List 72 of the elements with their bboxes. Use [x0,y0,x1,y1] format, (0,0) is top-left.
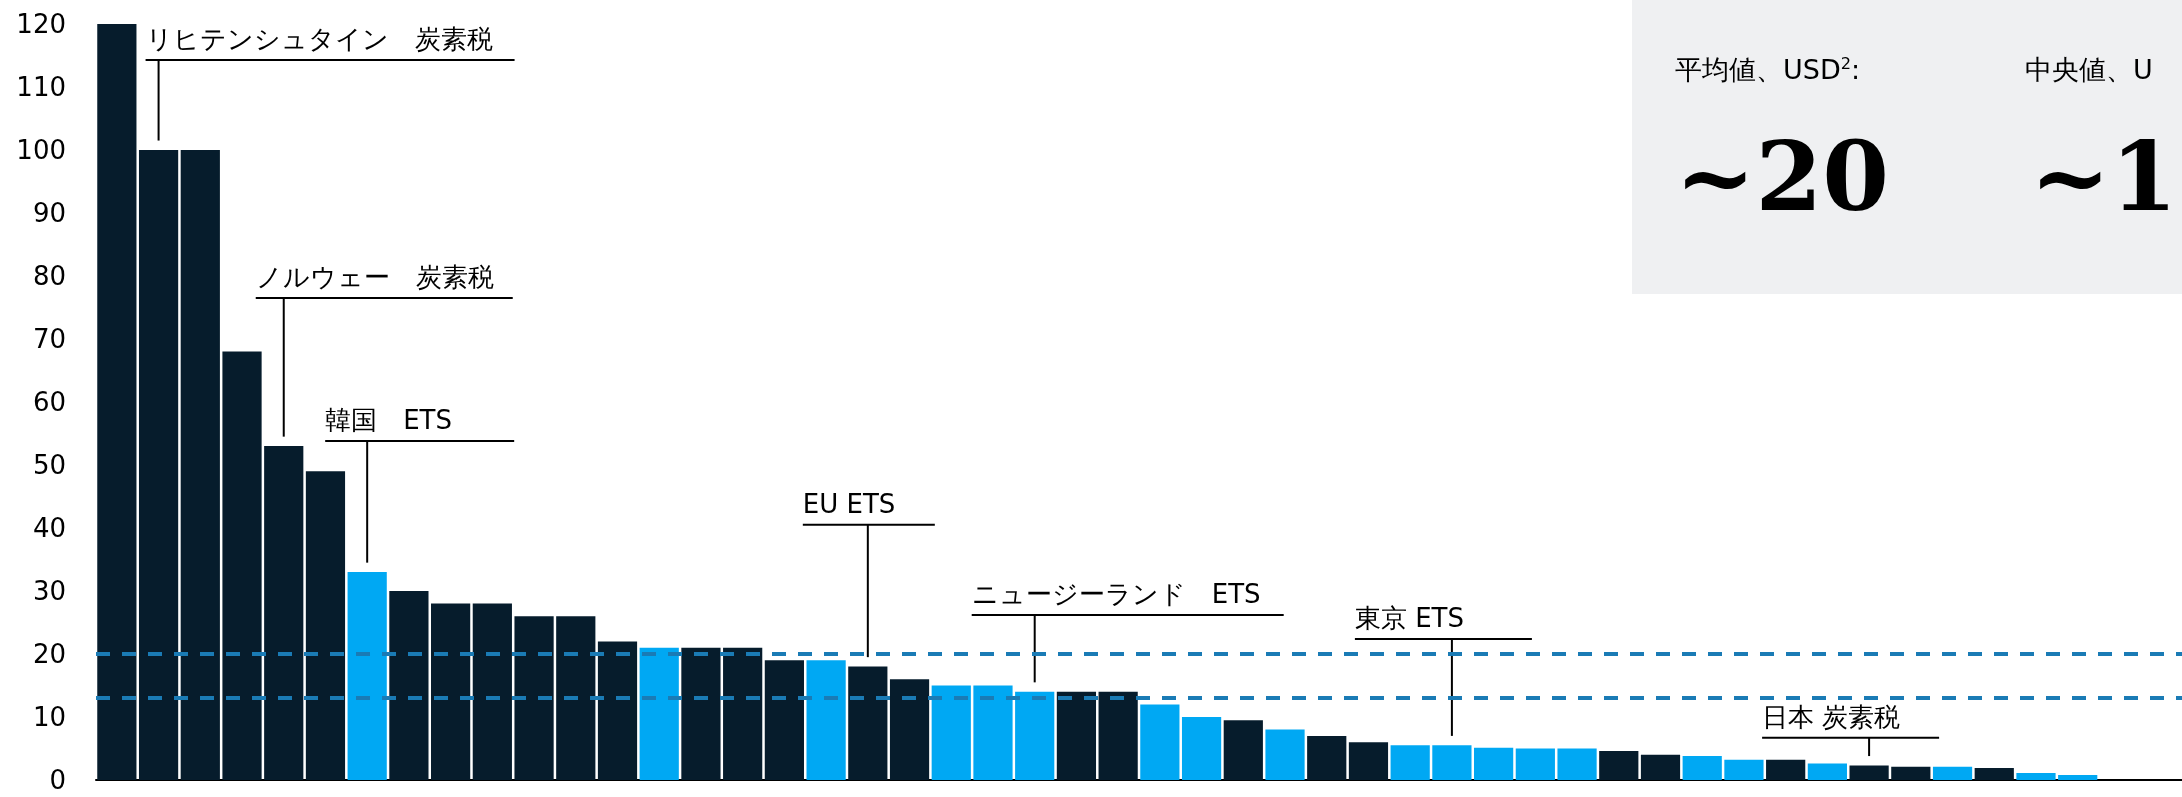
bar [389,591,429,780]
bar [889,679,930,780]
y-tick-label: 30 [32,576,66,606]
bar [1932,766,1973,780]
bar [723,647,763,780]
bar [2016,773,2056,780]
bar [222,351,262,780]
annotation: ~20 [1675,120,1890,233]
bar [1265,729,1305,780]
annotation: 平均値、USD$^{2}$: [1675,53,1861,87]
annotation: リヒテンシュタイン 炭素税 [145,23,493,54]
annotation: 日本 炭素税 [1762,701,1901,732]
bar [1724,759,1764,780]
bar [138,150,179,780]
bar [1640,754,1681,780]
bar [639,647,679,780]
bar [1849,765,1889,780]
y-tick-label: 110 [16,72,66,102]
bar [1515,748,1555,780]
bar [305,471,346,780]
bar [264,446,304,780]
bar [1474,747,1514,780]
bar [1432,745,1472,780]
y-tick-label: 40 [32,513,66,543]
annotation: ニュージーランド ETS [971,578,1261,609]
annotation: 韓国 ETS [325,405,453,436]
bar [1181,717,1222,780]
bar [1557,748,1597,780]
y-tick-label: 60 [32,387,66,417]
bar [1098,691,1138,780]
bar [556,616,596,780]
bar [1348,742,1389,780]
bar [347,572,387,780]
bar [180,150,220,780]
bar [681,647,721,780]
bar [2058,774,2098,780]
annotation: ~1 [2030,120,2178,233]
bar [597,641,638,780]
y-tick-label: 120 [16,9,66,39]
bar [1766,759,1806,780]
bar [1682,756,1722,780]
bar [1891,766,1931,780]
y-tick-label: 20 [32,639,66,669]
y-tick-label: 100 [16,135,66,165]
y-tick-label: 50 [32,450,66,480]
bar [97,24,137,780]
y-tick-label: 70 [32,324,66,354]
y-tick-label: 10 [32,702,66,732]
bar [973,685,1013,780]
bar [1307,735,1347,780]
annotation: 東京 ETS [1354,602,1464,633]
bar [1390,745,1430,780]
annotation: ノルウェー 炭素税 [255,262,494,293]
y-tick-label: 80 [32,261,66,291]
bar [1599,751,1639,780]
bar [1223,720,1263,780]
bar [1140,704,1180,780]
bar [514,616,554,780]
bar [1807,763,1847,780]
bar [848,666,888,780]
bar [806,660,846,780]
y-tick-label: 90 [32,198,66,228]
bar [1015,691,1055,780]
y-tick-label: 0 [49,765,66,795]
bar [931,685,971,780]
bar [431,603,471,780]
bar [472,603,512,780]
bar [1974,768,2014,780]
annotation: 中央値、U [2025,53,2153,87]
annotation: EU ETS [802,488,896,519]
bar [1056,691,1097,780]
bar [764,660,804,780]
